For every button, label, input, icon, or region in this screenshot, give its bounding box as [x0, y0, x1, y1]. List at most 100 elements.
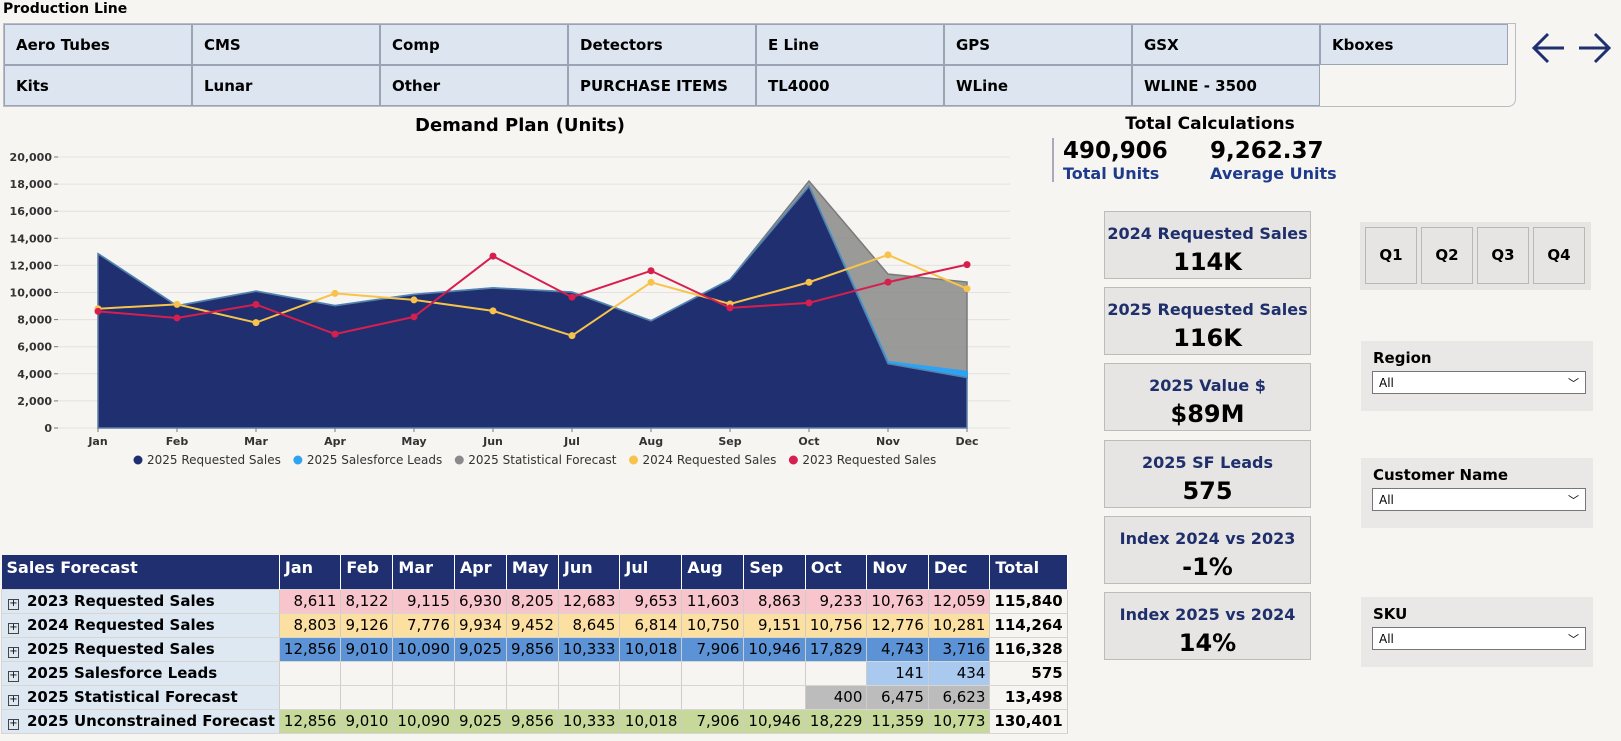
row-label: +2024 Requested Sales [1, 612, 280, 638]
card-index-2024-vs-2023: Index 2024 vs 2023 -1% [1104, 516, 1311, 584]
table-cell: 9,856 [505, 708, 559, 734]
line-2024-requested-sales-point [884, 251, 892, 259]
expand-icon[interactable]: + [8, 598, 19, 610]
table-cell: 3,716 [927, 636, 991, 662]
previous-arrow-icon[interactable] [1530, 30, 1568, 66]
production-line-tile[interactable]: Lunar [192, 65, 380, 106]
table-cell [681, 684, 745, 710]
x-tick-label: Nov [876, 435, 901, 448]
line-2023-requested-sales-point [963, 261, 971, 269]
table-cell [505, 660, 559, 686]
production-line-tile[interactable]: PURCHASE ITEMS [568, 65, 756, 106]
production-line-tile[interactable]: Kboxes [1320, 24, 1508, 65]
table-cell: 8,611 [278, 588, 342, 614]
matrix-header-total[interactable]: Total [989, 555, 1068, 589]
next-arrow-icon[interactable] [1575, 30, 1613, 66]
quarter-button-q4[interactable]: Q4 [1533, 227, 1585, 284]
matrix-header-month[interactable]: Jun [558, 555, 621, 589]
table-cell [743, 684, 806, 710]
card-2025-value: 2025 Value $ $89M [1104, 363, 1311, 431]
line-2023-requested-sales-point [568, 293, 576, 301]
chart-title: Demand Plan (Units) [415, 115, 625, 136]
matrix-header-month[interactable]: Oct [805, 555, 868, 589]
total-calculations-divider [1052, 138, 1054, 182]
production-line-tile[interactable]: Comp [380, 24, 568, 65]
x-tick-label: Sep [718, 435, 741, 448]
matrix-header-month[interactable]: Sep [743, 555, 806, 589]
production-line-tile[interactable]: Aero Tubes [4, 24, 192, 65]
card-value: 116K [1173, 324, 1242, 352]
matrix-header-month[interactable]: Nov [866, 555, 929, 589]
expand-icon[interactable]: + [8, 622, 19, 634]
row-label-text: 2025 Unconstrained Forecast [27, 712, 275, 730]
table-cell: 10,333 [557, 708, 621, 734]
production-line-tile[interactable]: Detectors [568, 24, 756, 65]
tile-empty [1320, 65, 1508, 106]
production-line-tile[interactable]: CMS [192, 24, 380, 65]
table-cell: 17,829 [804, 636, 868, 662]
sales-forecast-matrix: Sales Forecast Jan Feb Mar Apr May Jun Jul Aug Se… [1, 555, 1068, 734]
customer-name-dropdown[interactable]: All ﹀ [1372, 488, 1586, 511]
table-row: +2025 Statistical Forecast 400 6,475 6,623 1… [1, 684, 1068, 710]
matrix-header-month[interactable]: Aug [681, 555, 745, 589]
production-line-tile[interactable]: GPS [944, 24, 1132, 65]
x-tick-label: Dec [955, 435, 978, 448]
matrix-header-month[interactable]: Feb [340, 555, 394, 589]
table-cell [340, 684, 394, 710]
card-value: 575 [1182, 477, 1233, 505]
matrix-header-month[interactable]: Jul [619, 555, 683, 589]
matrix-header-corner[interactable]: Sales Forecast [1, 555, 280, 589]
production-line-tile[interactable]: TL4000 [756, 65, 944, 106]
card-value: $89M [1170, 400, 1245, 428]
production-line-tile[interactable]: WLINE - 3500 [1132, 65, 1320, 106]
line-2023-requested-sales-point [252, 300, 260, 308]
table-cell: 9,151 [743, 612, 806, 638]
table-cell: 6,623 [927, 684, 991, 710]
table-cell: 10,946 [743, 636, 806, 662]
table-cell: 10,946 [743, 708, 806, 734]
table-cell [340, 660, 394, 686]
region-dropdown[interactable]: All ﹀ [1372, 371, 1586, 394]
legend-marker [629, 455, 639, 465]
expand-icon[interactable]: + [8, 646, 19, 658]
production-line-tile[interactable]: E Line [756, 24, 944, 65]
table-cell: 11,603 [681, 588, 745, 614]
matrix-header-month[interactable]: Apr [454, 555, 507, 589]
production-line-tile[interactable]: Kits [4, 65, 192, 106]
sku-dropdown[interactable]: All ﹀ [1372, 627, 1586, 650]
average-units-value: 9,262.37 [1210, 138, 1324, 164]
table-cell: 10,750 [681, 612, 745, 638]
line-2024-requested-sales-point [568, 332, 576, 340]
quarter-button-q1[interactable]: Q1 [1365, 227, 1417, 284]
average-units-label: Average Units [1210, 164, 1337, 183]
production-line-tile[interactable]: GSX [1132, 24, 1320, 65]
chevron-down-icon: ﹀ [1568, 494, 1579, 507]
expand-icon[interactable]: + [8, 670, 19, 682]
expand-icon[interactable]: + [8, 694, 19, 706]
quarter-button-q3[interactable]: Q3 [1477, 227, 1529, 284]
table-cell: 6,475 [866, 684, 929, 710]
matrix-header-month[interactable]: May [506, 555, 559, 589]
production-line-tile[interactable]: Other [380, 65, 568, 106]
table-cell: 11,359 [866, 708, 929, 734]
table-cell: 7,906 [681, 636, 745, 662]
table-cell: 10,090 [392, 708, 455, 734]
table-cell [278, 660, 342, 686]
table-cell [804, 660, 868, 686]
table-cell [278, 684, 342, 710]
table-cell: 6,814 [619, 612, 683, 638]
matrix-header-month[interactable]: Dec [928, 555, 991, 589]
line-2024-requested-sales-point [963, 285, 971, 293]
region-slicer: Region All ﹀ [1361, 341, 1593, 411]
expand-icon[interactable]: + [8, 718, 19, 730]
matrix-header-month[interactable]: Mar [392, 555, 455, 589]
row-total: 114,264 [989, 612, 1068, 638]
matrix-header-month[interactable]: Jan [279, 555, 342, 589]
table-cell: 10,018 [619, 708, 683, 734]
line-2023-requested-sales-point [489, 252, 497, 260]
quarter-button-q2[interactable]: Q2 [1421, 227, 1473, 284]
production-line-tile[interactable]: WLine [944, 65, 1132, 106]
chevron-down-icon: ﹀ [1568, 377, 1579, 390]
row-total: 115,840 [989, 588, 1068, 614]
x-tick-label: Oct [798, 435, 819, 448]
